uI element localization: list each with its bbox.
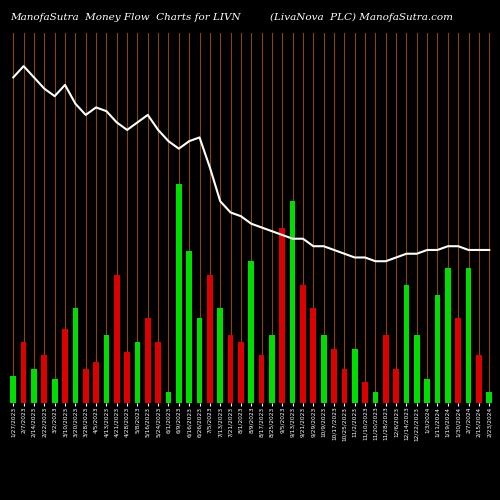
Bar bbox=[342, 369, 347, 402]
Bar bbox=[124, 352, 130, 403]
Bar bbox=[466, 268, 471, 402]
Bar bbox=[83, 369, 88, 402]
Bar bbox=[156, 342, 161, 402]
Bar bbox=[476, 356, 482, 403]
Bar bbox=[352, 348, 358, 403]
Text: ManofaSutra  Money Flow  Charts for LIVN: ManofaSutra Money Flow Charts for LIVN bbox=[10, 12, 240, 22]
Bar bbox=[104, 335, 109, 402]
Bar bbox=[414, 335, 420, 402]
Bar bbox=[238, 342, 244, 402]
Bar bbox=[434, 295, 440, 403]
Bar bbox=[62, 328, 68, 402]
Bar bbox=[176, 184, 182, 402]
Bar bbox=[52, 379, 58, 402]
Bar bbox=[93, 362, 99, 403]
Bar bbox=[424, 379, 430, 402]
Bar bbox=[207, 274, 212, 402]
Bar bbox=[21, 342, 26, 402]
Text: (LivaNova  PLC) ManofaSutra.com: (LivaNova PLC) ManofaSutra.com bbox=[270, 12, 453, 22]
Bar bbox=[218, 308, 223, 402]
Bar bbox=[196, 318, 202, 402]
Bar bbox=[10, 376, 16, 402]
Bar bbox=[404, 285, 409, 403]
Bar bbox=[383, 335, 388, 402]
Bar bbox=[42, 356, 47, 403]
Bar bbox=[134, 342, 140, 402]
Bar bbox=[300, 285, 306, 403]
Bar bbox=[362, 382, 368, 402]
Bar bbox=[456, 318, 461, 402]
Bar bbox=[486, 392, 492, 402]
Bar bbox=[166, 392, 172, 402]
Bar bbox=[269, 335, 275, 402]
Bar bbox=[248, 261, 254, 402]
Bar bbox=[372, 392, 378, 402]
Bar bbox=[331, 348, 337, 403]
Bar bbox=[321, 335, 326, 402]
Bar bbox=[31, 369, 37, 402]
Bar bbox=[290, 200, 296, 402]
Bar bbox=[114, 274, 119, 402]
Bar bbox=[310, 308, 316, 402]
Bar bbox=[186, 251, 192, 402]
Bar bbox=[228, 335, 234, 402]
Bar bbox=[259, 356, 264, 403]
Bar bbox=[445, 268, 450, 402]
Bar bbox=[394, 369, 399, 402]
Bar bbox=[72, 308, 78, 402]
Bar bbox=[280, 228, 285, 402]
Bar bbox=[145, 318, 150, 402]
